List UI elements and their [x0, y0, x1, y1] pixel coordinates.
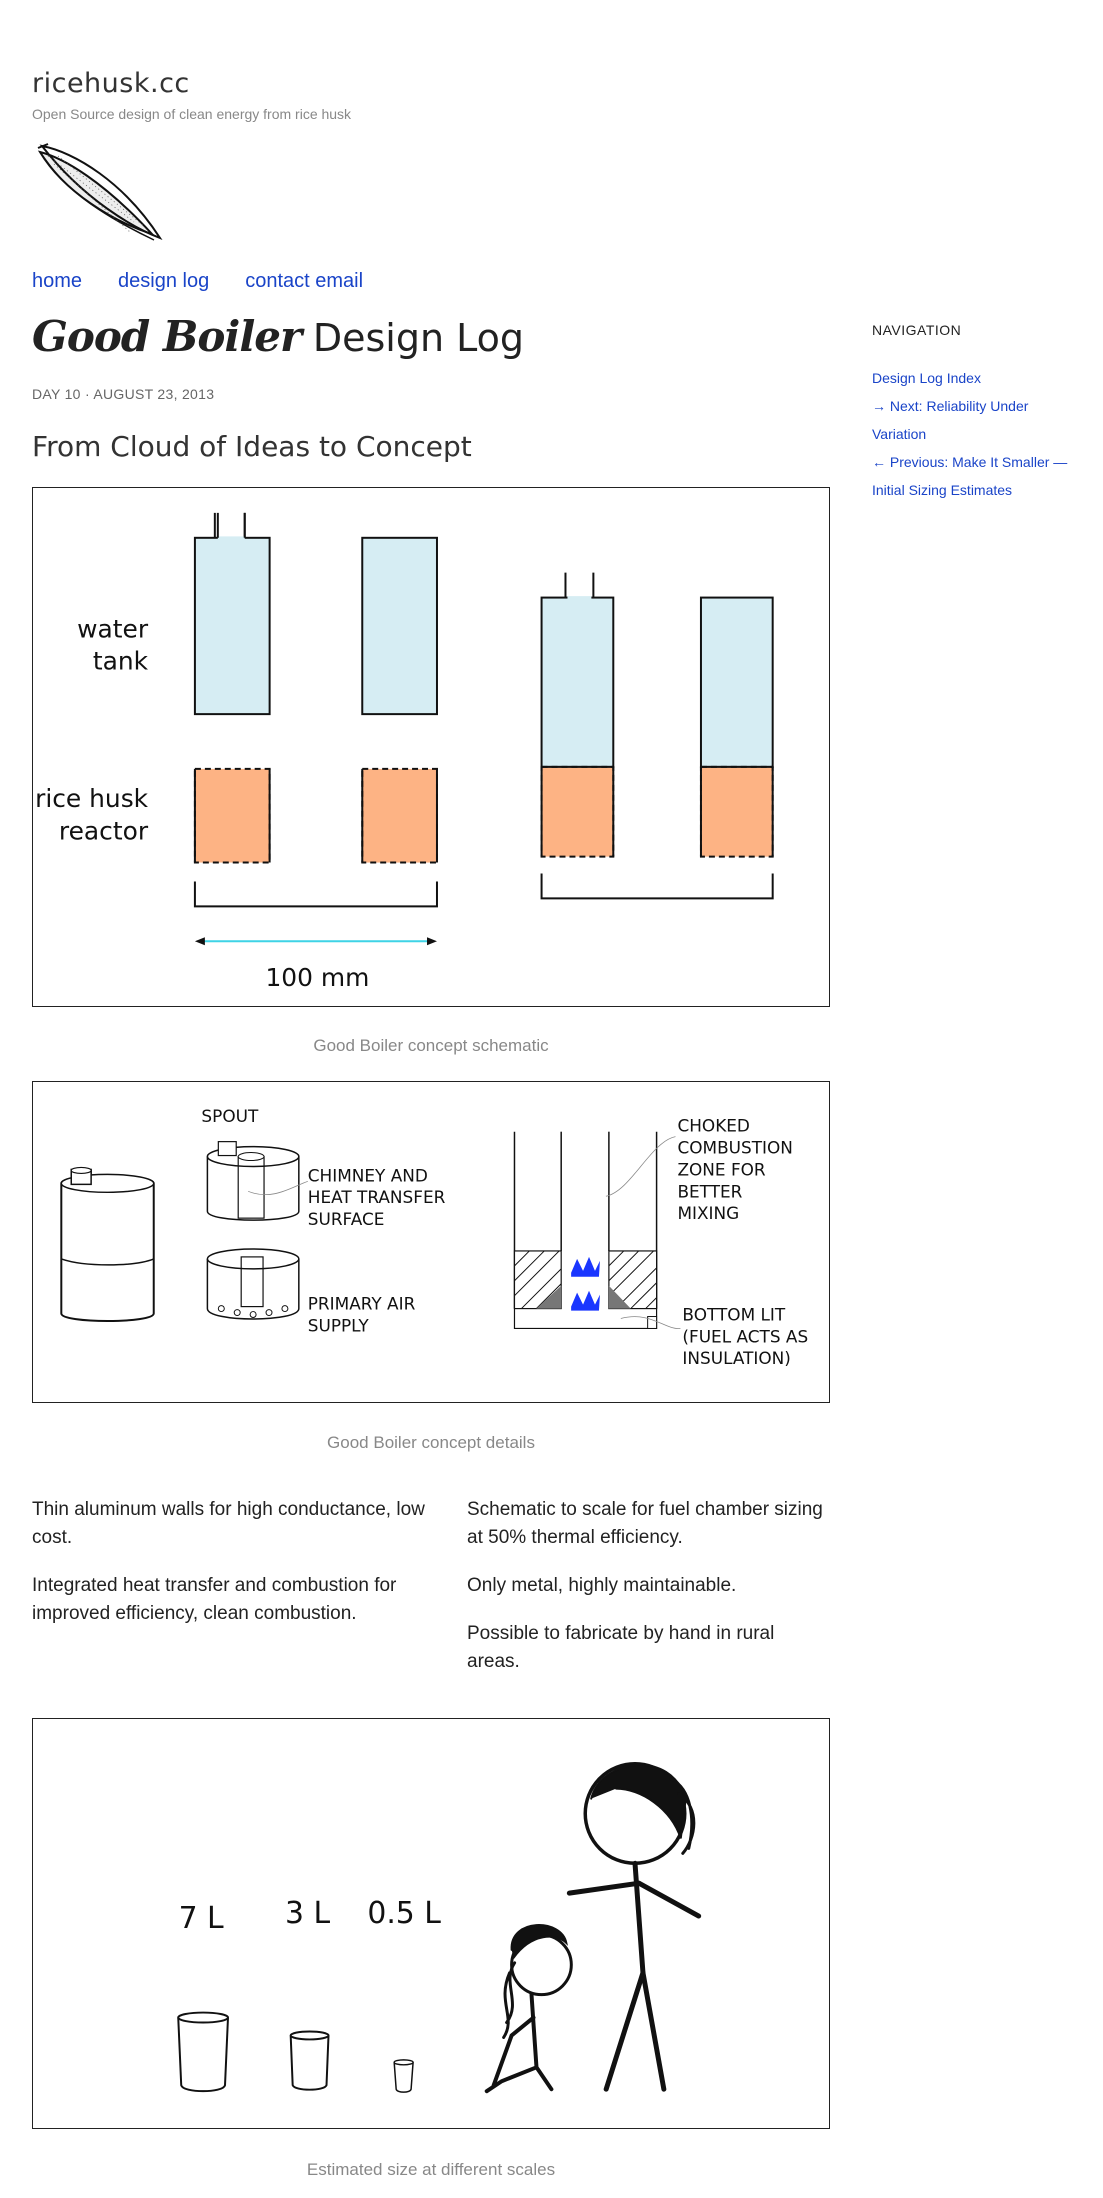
rice-husk-logo[interactable] — [34, 142, 166, 248]
label-chimney-3: SURFACE — [308, 1209, 385, 1229]
schematic-drawing: 100 mm water tank rice husk reactor — [35, 512, 774, 992]
sidebar-link-next[interactable]: → Next: Reliability Under Variation — [872, 398, 1029, 442]
label-bottom-lit-2: (FUEL ACTS AS — [682, 1326, 808, 1346]
size-label-05l: 0.5 L — [367, 1896, 441, 1931]
label-water-line1: water — [77, 614, 149, 643]
post-title-brand: Good Boiler — [32, 312, 302, 361]
label-reactor-line1: rice husk — [35, 784, 149, 813]
label-choked-2: COMBUSTION — [677, 1138, 792, 1158]
details-caption: Good Boiler concept details — [327, 1433, 535, 1452]
label-bottom-lit-1: BOTTOM LIT — [682, 1305, 785, 1325]
container-7l — [177, 2011, 229, 2093]
scales-caption: Estimated size at different scales — [306, 2160, 556, 2179]
sidebar-heading: NAVIGATION — [872, 322, 962, 338]
label-choked-5: MIXING — [677, 1203, 739, 1223]
left-paragraph-2: Integrated heat transfer and combustion … — [32, 1575, 397, 1624]
nav-contact-email-link[interactable]: contact email — [245, 270, 364, 292]
reactor-4 — [699, 765, 774, 858]
scales-drawing: 7 L 3 L 0.5 L — [177, 1762, 702, 2094]
label-chimney-2: HEAT TRANSFER — [308, 1187, 446, 1207]
nav-design-log-link[interactable]: design log — [118, 270, 210, 292]
water-tank-2 — [361, 536, 438, 716]
label-spout: SPOUT — [201, 1106, 259, 1126]
details-drawing: SPOUT CHIMNEY AND HEAT TRANSFER SURFACE … — [60, 1106, 808, 1368]
water-tank-3 — [540, 596, 615, 768]
label-choked-4: BETTER — [677, 1181, 742, 1201]
schematic-caption: Good Boiler concept schematic — [313, 1036, 549, 1055]
boiler-body — [60, 1174, 155, 1322]
sidebar-links: Design Log Index → Next: Reliability Und… — [872, 364, 1082, 504]
site-description: Open Source design of clean energy from … — [32, 106, 352, 122]
right-paragraph-3: Possible to fabricate by hand in rural a… — [467, 1623, 775, 1672]
label-choked-1: CHOKED — [677, 1116, 749, 1136]
left-column: Thin aluminum walls for high conductance… — [32, 1496, 432, 1648]
water-tank-1 — [193, 536, 271, 716]
label-chimney-1: CHIMNEY AND — [308, 1165, 428, 1185]
right-paragraph-1: Schematic to scale for fuel chamber sizi… — [467, 1499, 823, 1548]
reactor-1 — [193, 767, 271, 864]
main-nav: home design log contact email — [32, 270, 363, 293]
container-3l — [289, 2030, 330, 2091]
scales-figure: 7 L 3 L 0.5 L — [32, 1718, 830, 2129]
right-column: Schematic to scale for fuel chamber sizi… — [467, 1496, 827, 1696]
section-heading: From Cloud of Ideas to Concept — [32, 430, 472, 463]
reactor-3 — [540, 765, 615, 858]
label-bottom-lit-3: INSULATION) — [682, 1348, 790, 1368]
container-05l — [393, 2059, 414, 2093]
details-figure: SPOUT CHIMNEY AND HEAT TRANSFER SURFACE … — [32, 1081, 830, 1403]
schematic-figure: 100 mm water tank rice husk reactor — [32, 487, 830, 1007]
adult-figure — [566, 1762, 702, 2092]
post-meta: DAY 10 · AUGUST 23, 2013 — [32, 386, 215, 402]
flame-icon-upper — [571, 1256, 600, 1277]
label-choked-3: ZONE FOR — [677, 1159, 765, 1179]
size-label-7l: 7 L — [179, 1901, 224, 1936]
post-title-rest: Design Log — [312, 316, 524, 360]
flame-icon-lower — [571, 1290, 600, 1311]
site-title[interactable]: ricehusk.cc — [32, 68, 190, 99]
label-water-line2: tank — [93, 646, 149, 675]
left-paragraph-1: Thin aluminum walls for high conductance… — [32, 1499, 425, 1548]
reactor-2 — [361, 767, 438, 864]
post-title: Good Boiler Design Log — [32, 312, 524, 361]
right-paragraph-2: Only metal, highly maintainable. — [467, 1575, 737, 1596]
label-reactor-line2: reactor — [59, 817, 149, 846]
sidebar-link-previous[interactable]: ← Previous: Make It Smaller — Initial Si… — [872, 454, 1068, 498]
nav-home-link[interactable]: home — [32, 270, 83, 292]
size-label-3l: 3 L — [285, 1896, 330, 1931]
label-primary-air-1: PRIMARY AIR — [308, 1294, 416, 1314]
child-figure — [484, 1924, 573, 2094]
label-primary-air-2: SUPPLY — [308, 1315, 370, 1335]
water-tank-4 — [699, 596, 774, 768]
scale-label: 100 mm — [265, 963, 369, 992]
sidebar-link-design-log-index[interactable]: Design Log Index — [872, 370, 981, 386]
